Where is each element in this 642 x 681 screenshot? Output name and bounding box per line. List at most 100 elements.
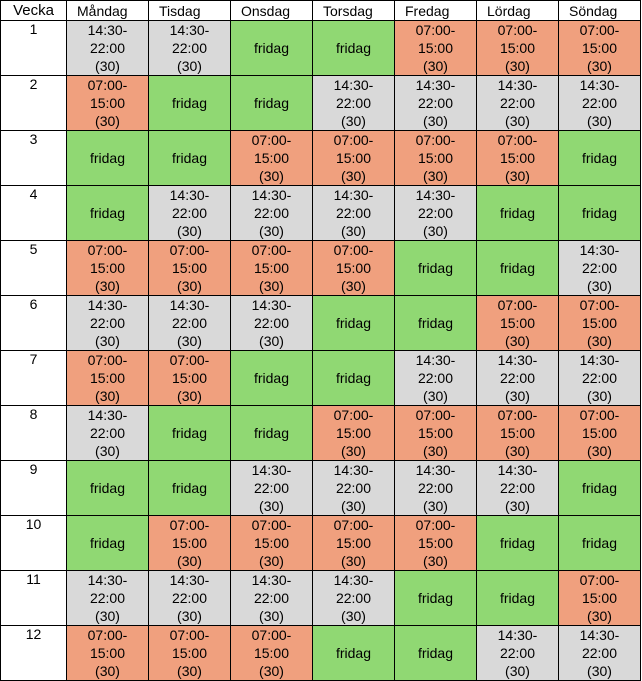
- shift-end: 22:00: [253, 590, 290, 606]
- shift-end: 22:00: [89, 315, 126, 331]
- shift-end: 15:00: [417, 425, 454, 441]
- day-off-cell: fridag: [230, 75, 313, 131]
- shift-hours: (30): [95, 58, 120, 74]
- late-shift-cell: 14:30- 22:00 (30): [230, 185, 313, 241]
- day-off-cell: fridag: [312, 295, 395, 351]
- late-shift-cell: 14:30- 22:00 (30): [66, 295, 149, 351]
- shift-end: 15:00: [253, 150, 290, 166]
- late-shift-cell: 14:30- 22:00 (30): [476, 625, 559, 681]
- day-off-cell: fridag: [148, 75, 231, 131]
- shift-start: 07:00-: [87, 242, 128, 258]
- day-off-cell: fridag: [312, 350, 395, 406]
- shift-start: 07:00-: [415, 132, 456, 148]
- shift-hours: (30): [341, 553, 366, 569]
- shift-start: 07:00-: [87, 77, 128, 93]
- shift-start: 07:00-: [415, 22, 456, 38]
- shift-start: 14:30-: [169, 22, 210, 38]
- week-number: 11: [0, 570, 67, 626]
- day-off-cell: fridag: [66, 130, 149, 186]
- day-off-cell: fridag: [148, 405, 231, 461]
- shift-hours: (30): [587, 113, 612, 129]
- early-shift-cell: 07:00- 15:00 (30): [558, 570, 641, 626]
- late-shift-cell: 14:30- 22:00 (30): [312, 460, 395, 516]
- shift-start: 07:00-: [169, 242, 210, 258]
- shift-start: 14:30-: [579, 627, 620, 643]
- early-shift-cell: 07:00- 15:00 (30): [476, 405, 559, 461]
- shift-start: 14:30-: [333, 77, 374, 93]
- day-header-sat: Lördag: [476, 0, 559, 21]
- shift-hours: (30): [259, 278, 284, 294]
- early-shift-cell: 07:00- 15:00 (30): [558, 405, 641, 461]
- shift-hours: (30): [423, 388, 448, 404]
- schedule-body: 1 14:30- 22:00 (30) 14:30- 22:00 (30) fridag fri…: [0, 20, 641, 681]
- day-off-cell: fridag: [558, 460, 641, 516]
- shift-hours: (30): [341, 608, 366, 624]
- day-off-cell: fridag: [312, 625, 395, 681]
- late-shift-cell: 14:30- 22:00 (30): [394, 350, 477, 406]
- shift-hours: (30): [177, 58, 202, 74]
- week-number: 9: [0, 460, 67, 516]
- week-row: 8 14:30- 22:00 (30) fridag fridag 07:00- 15:00 (…: [0, 405, 641, 461]
- day-off-label: fridag: [499, 590, 536, 606]
- shift-end: 22:00: [253, 205, 290, 221]
- late-shift-cell: 14:30- 22:00 (30): [394, 75, 477, 131]
- shift-hours: (30): [177, 608, 202, 624]
- shift-end: 15:00: [417, 40, 454, 56]
- day-off-cell: fridag: [66, 185, 149, 241]
- day-header-fri: Fredag: [394, 0, 477, 21]
- shift-end: 22:00: [581, 645, 618, 661]
- shift-start: 14:30-: [415, 187, 456, 203]
- early-shift-cell: 07:00- 15:00 (30): [476, 20, 559, 76]
- shift-hours: (30): [587, 663, 612, 679]
- week-row: 11 14:30- 22:00 (30) 14:30- 22:00 (30) 14:30- 22…: [0, 570, 641, 626]
- shift-start: 14:30-: [415, 352, 456, 368]
- shift-start: 14:30-: [333, 187, 374, 203]
- shift-start: 14:30-: [251, 297, 292, 313]
- early-shift-cell: 07:00- 15:00 (30): [230, 515, 313, 571]
- shift-end: 22:00: [335, 95, 372, 111]
- shift-hours: (30): [505, 168, 530, 184]
- shift-start: 07:00-: [415, 407, 456, 423]
- day-off-label: fridag: [253, 40, 290, 56]
- shift-start: 14:30-: [579, 242, 620, 258]
- day-off-label: fridag: [581, 150, 618, 166]
- shift-hours: (30): [177, 333, 202, 349]
- shift-end: 15:00: [89, 260, 126, 276]
- week-number: 12: [0, 625, 67, 681]
- day-off-label: fridag: [581, 205, 618, 221]
- shift-hours: (30): [423, 553, 448, 569]
- shift-start: 14:30-: [497, 77, 538, 93]
- late-shift-cell: 14:30- 22:00 (30): [312, 185, 395, 241]
- shift-end: 15:00: [499, 150, 536, 166]
- shift-start: 14:30-: [169, 297, 210, 313]
- shift-hours: (30): [341, 168, 366, 184]
- late-shift-cell: 14:30- 22:00 (30): [148, 570, 231, 626]
- late-shift-cell: 14:30- 22:00 (30): [558, 350, 641, 406]
- early-shift-cell: 07:00- 15:00 (30): [476, 295, 559, 351]
- day-off-cell: fridag: [148, 460, 231, 516]
- shift-start: 07:00-: [169, 627, 210, 643]
- early-shift-cell: 07:00- 15:00 (30): [312, 515, 395, 571]
- shift-hours: (30): [259, 168, 284, 184]
- day-off-label: fridag: [89, 535, 126, 551]
- shift-start: 07:00-: [251, 627, 292, 643]
- week-row: 12 07:00- 15:00 (30) 07:00- 15:00 (30) 07:00- 15…: [0, 625, 641, 681]
- shift-hours: (30): [259, 223, 284, 239]
- day-off-label: fridag: [171, 150, 208, 166]
- late-shift-cell: 14:30- 22:00 (30): [558, 625, 641, 681]
- week-row: 9 fridag fridag 14:30- 22:00 (30) 14:30- 22:00 (…: [0, 460, 641, 516]
- shift-end: 22:00: [171, 205, 208, 221]
- shift-hours: (30): [95, 333, 120, 349]
- week-column-header: Vecka: [0, 0, 67, 21]
- late-shift-cell: 14:30- 22:00 (30): [66, 405, 149, 461]
- shift-hours: (30): [259, 333, 284, 349]
- shift-end: 15:00: [581, 425, 618, 441]
- shift-hours: (30): [95, 443, 120, 459]
- early-shift-cell: 07:00- 15:00 (30): [394, 130, 477, 186]
- shift-start: 07:00-: [579, 22, 620, 38]
- shift-end: 22:00: [417, 480, 454, 496]
- day-off-label: fridag: [417, 260, 454, 276]
- shift-start: 07:00-: [87, 352, 128, 368]
- early-shift-cell: 07:00- 15:00 (30): [230, 130, 313, 186]
- early-shift-cell: 07:00- 15:00 (30): [394, 515, 477, 571]
